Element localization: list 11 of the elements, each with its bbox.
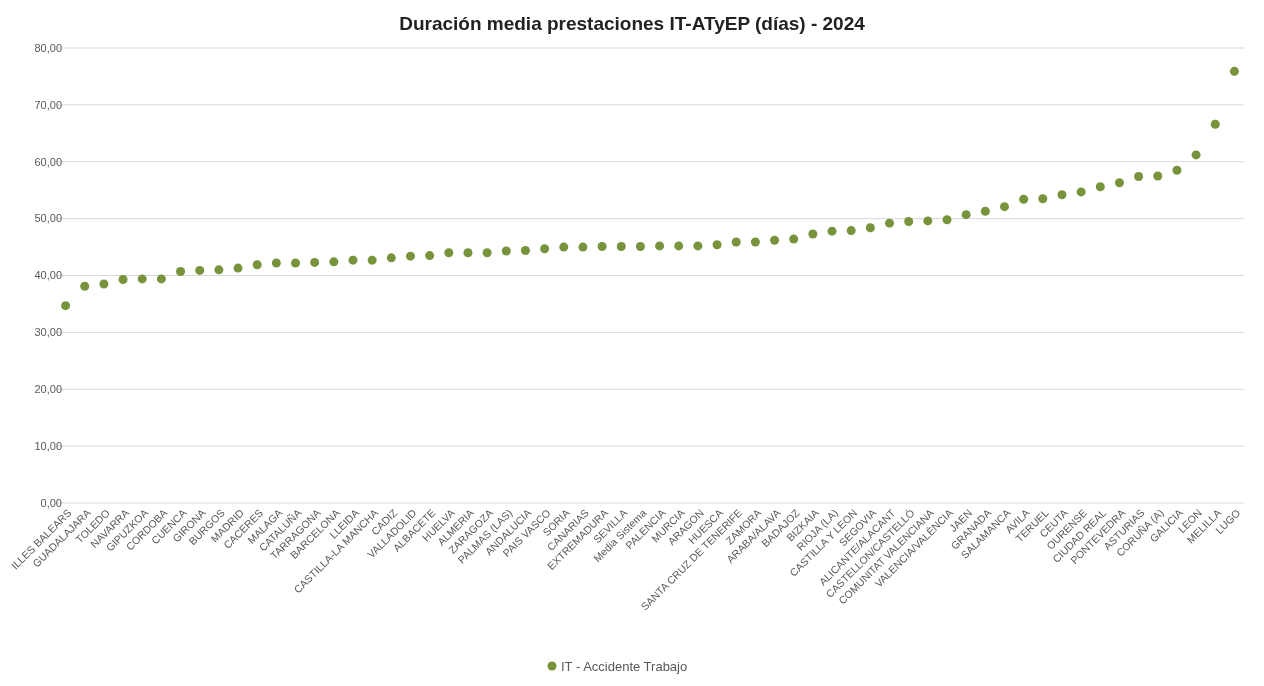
legend-label: IT - Accidente Trabajo	[561, 658, 688, 674]
y-tick-label: 40,00	[34, 269, 62, 282]
y-tick-label: 80,00	[34, 41, 62, 54]
y-tick-label: 60,00	[34, 155, 62, 168]
y-tick-label: 70,00	[34, 98, 62, 111]
y-tick-label: 0,00	[40, 496, 62, 509]
y-tick-label: 50,00	[34, 212, 62, 225]
chart-title: Duración media prestaciones IT-ATyEP (días) - 2024	[399, 13, 866, 34]
y-tick-label: 20,00	[34, 383, 62, 396]
y-tick-label: 30,00	[34, 326, 62, 339]
y-tick-label: 10,00	[34, 439, 62, 452]
